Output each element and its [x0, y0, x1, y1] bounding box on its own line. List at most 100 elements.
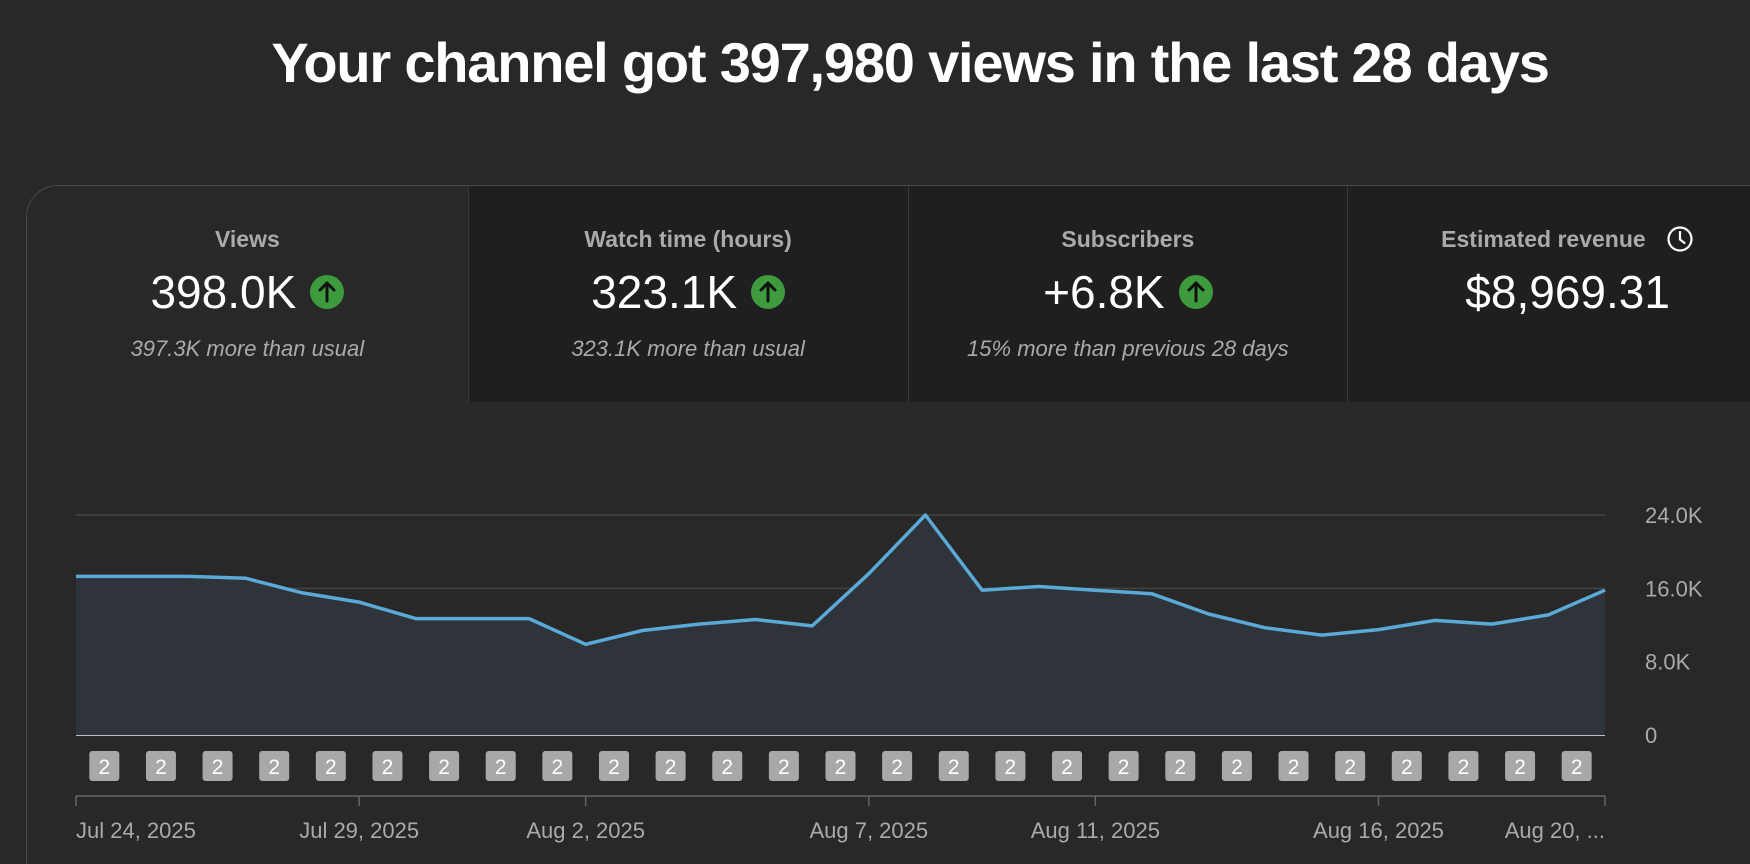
y-tick-label: 24.0K	[1645, 503, 1703, 528]
upload-marker[interactable]: 2	[712, 751, 743, 781]
tab-label: Views	[214, 226, 280, 252]
tab-comparison: 323.1K more than usual	[571, 336, 805, 361]
x-tick-label: Aug 16, 2025	[1313, 818, 1444, 843]
upload-marker-count: 2	[1061, 756, 1073, 779]
upload-marker[interactable]: 2	[89, 751, 120, 781]
upload-marker-box	[1391, 751, 1422, 781]
upload-marker-box	[145, 751, 176, 781]
upload-marker-box	[598, 751, 629, 781]
upload-marker-box	[542, 751, 573, 781]
x-tick-label: Aug 7, 2025	[809, 818, 928, 843]
upload-marker[interactable]: 2	[1391, 751, 1422, 781]
upload-marker[interactable]: 2	[315, 751, 346, 781]
upload-marker-count: 2	[891, 756, 903, 779]
upload-marker[interactable]: 2	[145, 751, 176, 781]
tab-value: +6.8K	[1043, 266, 1165, 318]
upload-marker-count: 2	[325, 756, 337, 779]
tab-value: $8,969.31	[1465, 266, 1670, 318]
upload-marker[interactable]: 2	[882, 751, 913, 781]
upload-marker-count: 2	[382, 756, 394, 779]
tab-value: 398.0K	[150, 266, 297, 318]
upload-marker[interactable]: 2	[825, 751, 856, 781]
upload-marker-count: 2	[495, 756, 507, 779]
upload-marker-box	[995, 751, 1026, 781]
upload-marker-box	[1108, 751, 1139, 781]
upload-marker[interactable]: 2	[372, 751, 403, 781]
x-tick-label: Aug 20, ...	[1505, 818, 1605, 843]
arrow-up-icon	[310, 275, 345, 309]
upload-marker[interactable]: 2	[1561, 751, 1592, 781]
tab-views[interactable]: Views 398.0K 397.3K more than usual	[27, 186, 468, 403]
tab-estimated-revenue[interactable]: Estimated revenue $8,969.31	[1347, 186, 1750, 403]
upload-marker-count: 2	[665, 756, 677, 779]
upload-marker[interactable]: 2	[1221, 751, 1252, 781]
upload-marker[interactable]: 2	[598, 751, 629, 781]
upload-marker[interactable]: 2	[1335, 751, 1366, 781]
upload-marker-count: 2	[268, 756, 280, 779]
y-tick-label: 8.0K	[1645, 650, 1691, 675]
upload-marker-count: 2	[1458, 756, 1470, 779]
upload-marker[interactable]: 2	[1505, 751, 1536, 781]
upload-marker-box	[429, 751, 460, 781]
upload-marker-box	[825, 751, 856, 781]
upload-marker-box	[1335, 751, 1366, 781]
upload-marker-box	[202, 751, 233, 781]
upload-marker-box	[1052, 751, 1083, 781]
upload-marker[interactable]: 2	[202, 751, 233, 781]
upload-marker-count: 2	[1514, 756, 1526, 779]
upload-marker-count: 2	[212, 756, 224, 779]
upload-marker-box	[1221, 751, 1252, 781]
x-tick-label: Aug 2, 2025	[526, 818, 645, 843]
arrow-up-icon	[1178, 275, 1213, 309]
upload-marker-box	[372, 751, 403, 781]
upload-marker-box	[1505, 751, 1536, 781]
tab-comparison: 15% more than previous 28 days	[967, 336, 1289, 361]
tab-label: Subscribers	[1061, 226, 1195, 252]
upload-marker-box	[938, 751, 969, 781]
x-tick-label: Aug 11, 2025	[1031, 818, 1160, 843]
upload-marker-count: 2	[552, 756, 564, 779]
upload-marker[interactable]: 2	[429, 751, 460, 781]
upload-marker[interactable]: 2	[655, 751, 686, 781]
upload-marker-count: 2	[1401, 756, 1413, 779]
upload-marker-box	[315, 751, 346, 781]
upload-marker-count: 2	[1344, 756, 1356, 779]
upload-marker-count: 2	[608, 756, 620, 779]
tab-comparison: 397.3K more than usual	[130, 336, 365, 361]
upload-marker-box	[89, 751, 120, 781]
upload-marker-box	[259, 751, 290, 781]
tab-subscribers[interactable]: Subscribers +6.8K 15% more than previous…	[907, 186, 1348, 403]
upload-marker-count: 2	[1231, 756, 1243, 779]
upload-marker-box	[1448, 751, 1479, 781]
upload-marker-count: 2	[721, 756, 733, 779]
tab-label: Estimated revenue	[1348, 226, 1750, 253]
upload-marker[interactable]: 2	[542, 751, 573, 781]
upload-marker-count: 2	[98, 756, 110, 779]
upload-marker[interactable]: 2	[1448, 751, 1479, 781]
upload-marker[interactable]: 2	[485, 751, 516, 781]
tab-watch-time[interactable]: Watch time (hours) 323.1K 323.1K more th…	[467, 186, 908, 403]
upload-marker-box	[655, 751, 686, 781]
upload-marker[interactable]: 2	[1165, 751, 1196, 781]
upload-marker-box	[1165, 751, 1196, 781]
upload-marker-box	[768, 751, 799, 781]
upload-marker-box	[712, 751, 743, 781]
upload-marker[interactable]: 2	[1278, 751, 1309, 781]
x-tick-label: Jul 24, 2025	[76, 818, 196, 843]
upload-marker[interactable]: 2	[1108, 751, 1139, 781]
page-title: Your channel got 397,980 views in the la…	[271, 31, 1549, 94]
upload-marker-box	[882, 751, 913, 781]
upload-marker[interactable]: 2	[995, 751, 1026, 781]
upload-marker-count: 2	[155, 756, 167, 779]
metric-tabs: Views 398.0K 397.3K more than usual Watc…	[27, 186, 1750, 403]
upload-marker-count: 2	[835, 756, 847, 779]
tab-label: Watch time (hours)	[584, 226, 792, 252]
upload-marker-count: 2	[438, 756, 450, 779]
upload-marker[interactable]: 2	[938, 751, 969, 781]
upload-marker[interactable]: 2	[768, 751, 799, 781]
upload-marker[interactable]: 2	[259, 751, 290, 781]
upload-marker[interactable]: 2	[1052, 751, 1083, 781]
upload-marker-count: 2	[948, 756, 960, 779]
